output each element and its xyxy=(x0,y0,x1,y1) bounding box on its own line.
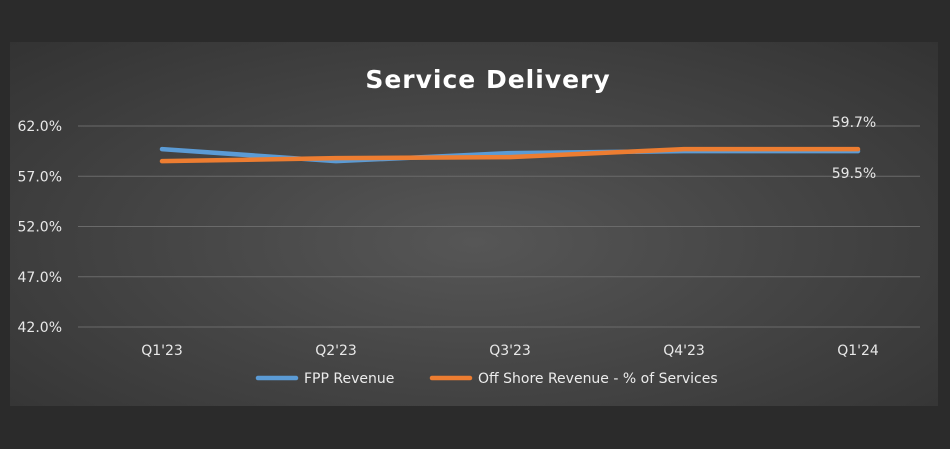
data-label: 59.7% xyxy=(832,115,876,131)
chart-frame xyxy=(10,42,938,406)
x-tick-label: Q1'24 xyxy=(837,343,879,359)
y-tick-label: 42.0% xyxy=(18,320,62,336)
legend-label: Off Shore Revenue - % of Services xyxy=(478,371,718,387)
grid-layer xyxy=(78,125,920,328)
legend-label: FPP Revenue xyxy=(304,371,394,387)
y-tick-label: 47.0% xyxy=(18,270,62,286)
y-tick-label: 57.0% xyxy=(18,169,62,185)
data-label: 59.5% xyxy=(832,166,876,182)
series-layer xyxy=(159,146,861,164)
x-tick-label: Q1'23 xyxy=(141,343,183,359)
y-axis-ticks: 62.0% 57.0% 52.0% 47.0% 42.0% xyxy=(18,119,62,336)
x-axis-ticks: Q1'23 Q2'23 Q3'23 Q4'23 Q1'24 xyxy=(141,343,879,359)
data-labels: 59.5% 59.7% xyxy=(832,115,876,182)
y-tick-label: 52.0% xyxy=(18,220,62,236)
x-tick-label: Q2'23 xyxy=(315,343,357,359)
series-line-off-shore-revenue xyxy=(159,146,861,164)
chart-title: Service Delivery xyxy=(365,65,610,94)
x-tick-label: Q3'23 xyxy=(489,343,531,359)
x-tick-label: Q4'23 xyxy=(663,343,705,359)
legend: FPP Revenue Off Shore Revenue - % of Serv… xyxy=(255,371,718,387)
y-tick-label: 62.0% xyxy=(18,119,62,135)
